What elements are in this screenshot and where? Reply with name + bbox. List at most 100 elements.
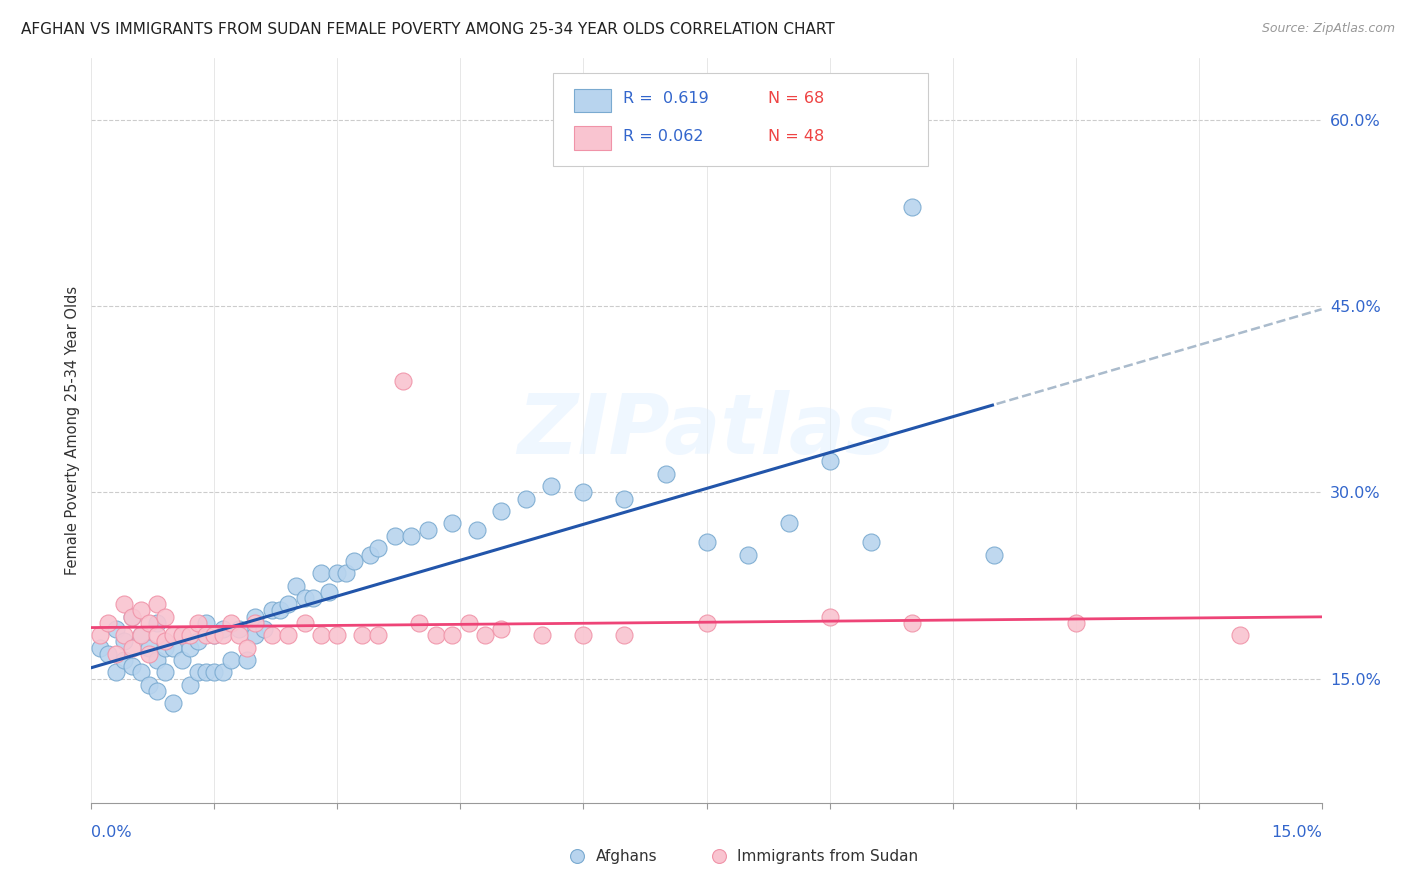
Point (491, 504, 513, 518)
Point (367, 541, 389, 556)
Bar (574, 126, 610, 150)
Point (540, 479, 562, 493)
Point (359, 548, 381, 562)
Point (202, 628, 225, 642)
Point (129, 628, 152, 642)
Point (859, 535, 882, 549)
Point (613, 491, 636, 506)
Text: 0.0%: 0.0% (91, 825, 132, 840)
Point (352, 628, 374, 642)
Point (309, 628, 332, 642)
FancyBboxPatch shape (553, 73, 928, 166)
Point (146, 684, 169, 698)
Point (695, 615, 717, 630)
Point (900, 200, 922, 214)
Point (245, 615, 267, 630)
Point (105, 665, 127, 680)
Point (121, 640, 143, 655)
Point (269, 603, 291, 617)
Point (983, 548, 1005, 562)
Point (211, 665, 233, 680)
Text: Afghans: Afghans (596, 849, 658, 864)
Point (253, 622, 276, 636)
Point (146, 597, 169, 611)
Point (285, 578, 308, 592)
Point (236, 653, 259, 667)
Point (301, 591, 323, 605)
Point (1064, 615, 1087, 630)
Point (121, 659, 143, 673)
Point (97, 647, 120, 661)
Point (138, 640, 160, 655)
Point (260, 603, 283, 617)
Point (195, 628, 218, 642)
Point (228, 622, 250, 636)
Point (89, 628, 111, 642)
Point (399, 529, 422, 543)
Point (129, 603, 152, 617)
Text: N = 48: N = 48 (768, 128, 824, 144)
Point (112, 634, 135, 648)
Point (515, 491, 537, 506)
Point (179, 640, 201, 655)
Point (416, 523, 439, 537)
Point (187, 634, 209, 648)
Point (343, 554, 366, 568)
Point (202, 665, 225, 680)
Point (112, 653, 135, 667)
Point (294, 591, 316, 605)
Point (162, 697, 184, 711)
Point (531, 628, 554, 642)
Bar (574, 88, 610, 112)
Point (654, 467, 676, 481)
Point (1229, 628, 1251, 642)
Point (105, 622, 127, 636)
Point (318, 584, 340, 599)
Point (474, 628, 496, 642)
Point (408, 615, 430, 630)
Point (179, 678, 201, 692)
Point (228, 628, 250, 642)
Point (89, 640, 111, 655)
Point (277, 597, 299, 611)
Point (695, 535, 717, 549)
Point (153, 665, 177, 680)
Point (441, 516, 464, 531)
Point (146, 615, 169, 630)
Point (900, 615, 922, 630)
Point (211, 622, 233, 636)
Point (170, 628, 193, 642)
Text: Immigrants from Sudan: Immigrants from Sudan (737, 849, 918, 864)
Point (737, 548, 759, 562)
Point (170, 653, 193, 667)
Point (778, 516, 800, 531)
Point (112, 628, 135, 642)
Point (187, 665, 209, 680)
Point (153, 609, 177, 624)
Point (572, 485, 595, 500)
Point (818, 454, 841, 468)
Point (326, 628, 349, 642)
Point (121, 609, 143, 624)
Text: Source: ZipAtlas.com: Source: ZipAtlas.com (1261, 22, 1395, 36)
Point (153, 640, 177, 655)
Point (245, 628, 267, 642)
Point (294, 615, 316, 630)
Point (112, 597, 135, 611)
Point (146, 628, 169, 642)
Point (309, 566, 332, 581)
Point (818, 609, 841, 624)
Point (187, 615, 209, 630)
Text: AFGHAN VS IMMIGRANTS FROM SUDAN FEMALE POVERTY AMONG 25-34 YEAR OLDS CORRELATION: AFGHAN VS IMMIGRANTS FROM SUDAN FEMALE P… (21, 22, 835, 37)
Point (138, 678, 160, 692)
Point (219, 615, 242, 630)
Point (236, 640, 259, 655)
Point (211, 628, 233, 642)
Point (129, 665, 152, 680)
Point (465, 523, 488, 537)
Text: R = 0.062: R = 0.062 (623, 128, 703, 144)
Point (121, 609, 143, 624)
Point (384, 529, 406, 543)
Point (277, 628, 299, 642)
Point (162, 628, 184, 642)
